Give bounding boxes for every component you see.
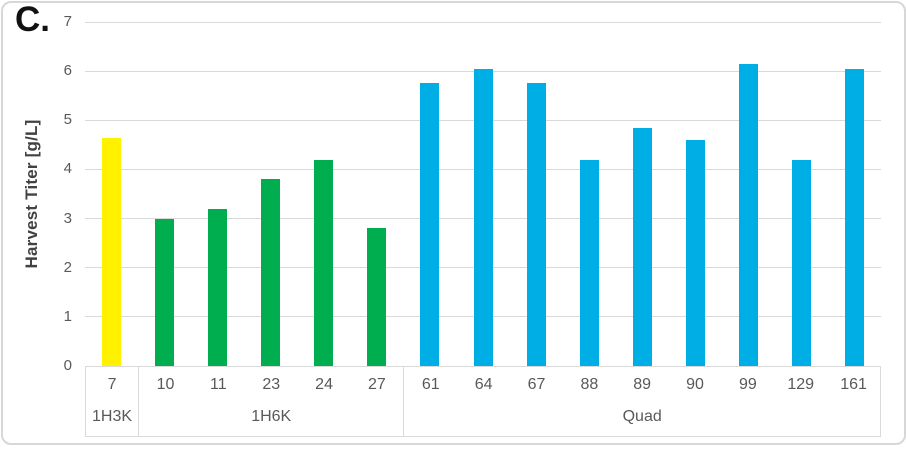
x-label-64: 64	[474, 375, 493, 393]
bar-89	[632, 127, 652, 366]
y-tick-label-6: 6	[63, 62, 72, 80]
x-label-89: 89	[633, 375, 652, 393]
bar-10	[155, 218, 175, 366]
x-axis-category-table: 7 1H3K 10 11 23 24 27 1H6K 61 64 67 88 89 90 99 129 161 Q…	[85, 366, 881, 437]
bar-27	[367, 228, 387, 366]
bar-11	[208, 208, 228, 366]
group-cell-1H6K: 10 11 23 24 27 1H6K	[138, 367, 403, 436]
y-tick-label-2: 2	[63, 258, 72, 276]
x-label-99: 99	[738, 375, 757, 393]
x-label-61: 61	[421, 375, 440, 393]
y-tick-label-3: 3	[63, 209, 72, 227]
group-cell-Quad: 61 64 67 88 89 90 99 129 161 Quad	[403, 367, 881, 436]
bar-99	[738, 63, 758, 366]
x-label-161: 161	[840, 375, 867, 393]
bar-161	[844, 68, 864, 366]
group-label-1H6K: 1H6K	[251, 408, 292, 425]
group-label-1H3K: 1H3K	[92, 408, 133, 425]
y-tick-label-5: 5	[63, 111, 72, 129]
bar-88	[579, 159, 599, 366]
group-cell-1H3K: 7 1H3K	[85, 367, 138, 436]
x-label-7: 7	[107, 375, 117, 393]
bar-7	[102, 137, 122, 366]
x-label-23: 23	[262, 375, 281, 393]
y-tick-label-4: 4	[63, 160, 72, 178]
x-label-27: 27	[368, 375, 386, 393]
group-label-Quad: Quad	[622, 408, 662, 425]
x-label-129: 129	[787, 375, 815, 393]
bar-64	[473, 68, 493, 366]
bar-129	[791, 159, 811, 366]
y-tick-label-0: 0	[63, 357, 72, 374]
x-label-67: 67	[527, 375, 546, 393]
bar-61	[420, 83, 440, 366]
gridline-7	[85, 21, 881, 23]
x-label-10: 10	[156, 375, 175, 393]
x-label-24: 24	[315, 375, 333, 393]
clone-number-row: 10 11 23 24 27	[139, 367, 403, 402]
bar-23	[261, 179, 281, 366]
x-label-90: 90	[686, 375, 704, 393]
clone-number-row: 7	[86, 367, 138, 402]
y-tick-label-1: 1	[63, 307, 72, 325]
y-tick-label-7: 7	[63, 13, 72, 30]
panel-label: C.	[15, 0, 50, 39]
bar-90	[685, 139, 705, 366]
plot-area	[85, 21, 881, 366]
bar-24	[314, 159, 334, 366]
x-label-11: 11	[210, 375, 227, 393]
clone-number-row: 61 64 67 88 89 90 99 129 161	[404, 367, 880, 402]
y-axis-title: Harvest Titer [g/L]	[22, 119, 41, 269]
x-label-88: 88	[580, 375, 599, 393]
bar-67	[526, 83, 546, 366]
